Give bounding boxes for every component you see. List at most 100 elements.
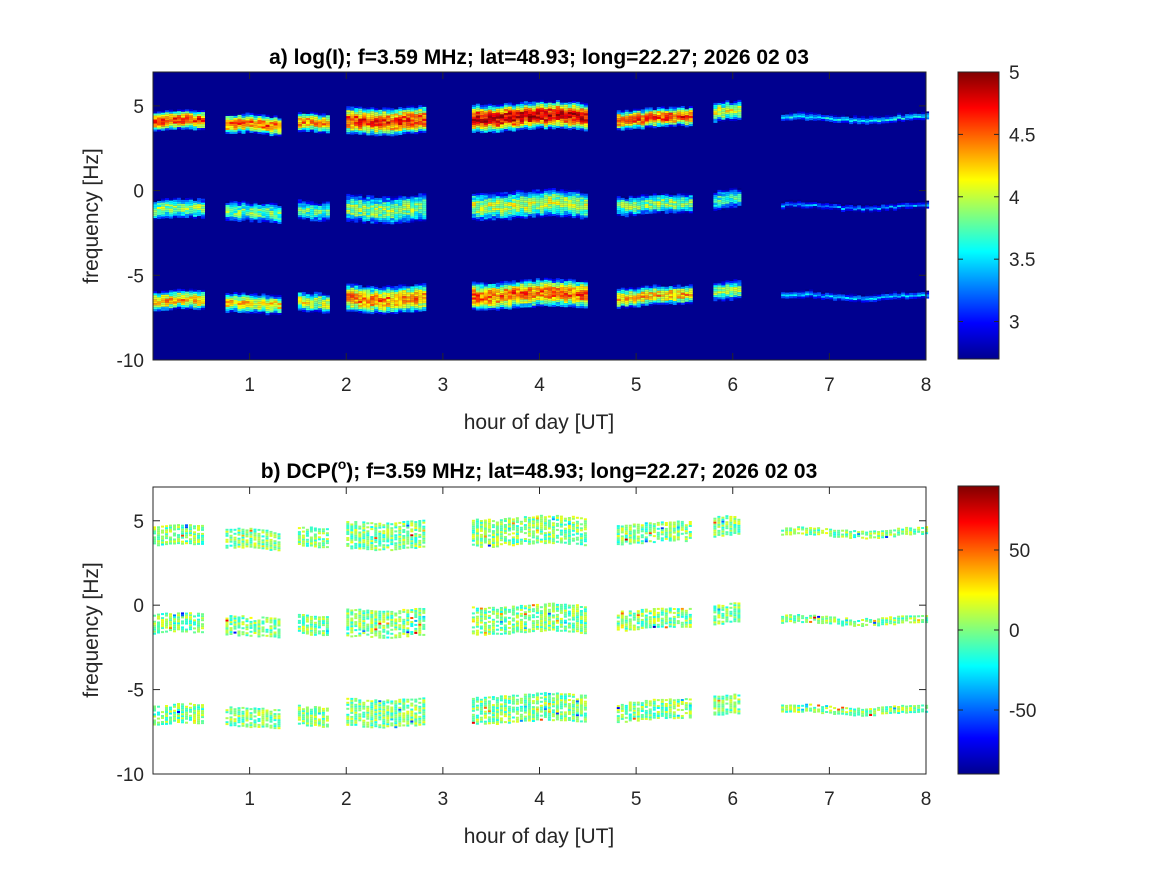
intensity-cell <box>620 118 625 121</box>
intensity-cell <box>559 110 564 113</box>
intensity-cell <box>527 198 532 201</box>
intensity-cell <box>374 291 379 293</box>
dcp-cell <box>193 621 196 624</box>
intensity-cell <box>616 300 621 303</box>
intensity-cell <box>390 116 395 119</box>
intensity-cell <box>241 302 246 305</box>
intensity-cell <box>374 195 379 198</box>
intensity-cell <box>917 206 922 209</box>
intensity-cell <box>676 290 681 293</box>
intensity-cell <box>201 118 205 121</box>
intensity-cell <box>849 295 854 298</box>
intensity-cell <box>374 285 379 287</box>
intensity-cell <box>640 123 645 126</box>
intensity-cell <box>309 205 314 208</box>
intensity-cell <box>414 128 419 131</box>
intensity-cell <box>370 197 375 200</box>
intensity-cell <box>511 217 516 219</box>
intensity-cell <box>829 115 834 118</box>
intensity-cell <box>543 117 548 120</box>
intensity-cell <box>644 113 649 116</box>
intensity-cell <box>660 292 665 295</box>
intensity-cell <box>664 296 669 299</box>
intensity-cell <box>495 192 500 195</box>
intensity-cell <box>225 126 230 128</box>
intensity-cell <box>374 303 379 305</box>
intensity-cell <box>821 115 826 117</box>
intensity-cell <box>925 113 930 116</box>
intensity-cell <box>390 196 395 199</box>
intensity-cell <box>656 111 661 113</box>
intensity-cell <box>370 211 375 214</box>
intensity-cell <box>656 199 661 202</box>
intensity-cell <box>616 210 621 213</box>
intensity-cell <box>398 221 403 224</box>
intensity-cell <box>398 123 403 125</box>
dcp-cell <box>241 542 245 545</box>
intensity-cell <box>487 192 492 195</box>
intensity-cell <box>362 221 367 224</box>
intensity-cell <box>680 300 685 303</box>
intensity-cell <box>652 302 657 305</box>
intensity-cell <box>265 214 270 217</box>
intensity-cell <box>515 215 520 218</box>
intensity-cell <box>555 298 560 301</box>
intensity-cell <box>648 205 653 208</box>
intensity-cell <box>503 197 508 200</box>
intensity-cell <box>366 221 371 224</box>
intensity-cell <box>652 211 657 214</box>
intensity-cell <box>237 208 242 210</box>
intensity-cell <box>688 207 693 210</box>
intensity-cell <box>845 118 850 121</box>
intensity-cell <box>354 132 359 135</box>
intensity-cell <box>555 282 560 285</box>
intensity-cell <box>575 115 580 118</box>
intensity-cell <box>161 116 165 119</box>
intensity-cell <box>479 217 484 219</box>
colorbar-tick-label: 4.5 <box>1009 125 1035 146</box>
intensity-cell <box>358 291 363 294</box>
intensity-cell <box>652 199 657 202</box>
intensity-cell <box>305 306 310 309</box>
intensity-cell <box>559 287 564 289</box>
intensity-cell <box>583 207 588 210</box>
intensity-cell <box>503 292 508 295</box>
intensity-cell <box>539 286 544 289</box>
intensity-cell <box>229 127 234 130</box>
intensity-cell <box>193 202 197 205</box>
intensity-cell <box>640 303 645 306</box>
intensity-cell <box>471 116 476 119</box>
dcp-cell <box>273 617 277 620</box>
intensity-cell <box>801 202 806 205</box>
dcp-cell <box>153 530 156 533</box>
intensity-cell <box>471 199 476 202</box>
intensity-cell <box>676 193 681 196</box>
intensity-cell <box>547 282 552 285</box>
intensity-cell <box>737 292 742 295</box>
intensity-cell <box>507 118 512 121</box>
dcp-cell <box>193 527 196 530</box>
intensity-cell <box>499 122 504 125</box>
dcp-cell <box>201 528 204 531</box>
intensity-cell <box>737 298 742 301</box>
intensity-cell <box>378 296 383 299</box>
intensity-cell <box>523 301 528 304</box>
intensity-cell <box>628 287 633 290</box>
intensity-cell <box>394 308 399 310</box>
intensity-cell <box>398 133 403 135</box>
dcp-cell <box>277 535 281 538</box>
intensity-cell <box>161 216 165 219</box>
y-tick-label: 5 <box>133 97 144 118</box>
intensity-cell <box>515 199 520 202</box>
dcp-cell <box>265 537 269 540</box>
intensity-cell <box>366 199 371 202</box>
intensity-cell <box>398 205 403 208</box>
intensity-cell <box>153 202 157 205</box>
intensity-cell <box>169 208 173 211</box>
intensity-cell <box>672 118 677 121</box>
dcp-cell <box>153 707 156 710</box>
intensity-cell <box>265 126 270 129</box>
intensity-cell <box>499 198 504 201</box>
intensity-cell <box>370 119 375 122</box>
intensity-cell <box>241 218 246 221</box>
